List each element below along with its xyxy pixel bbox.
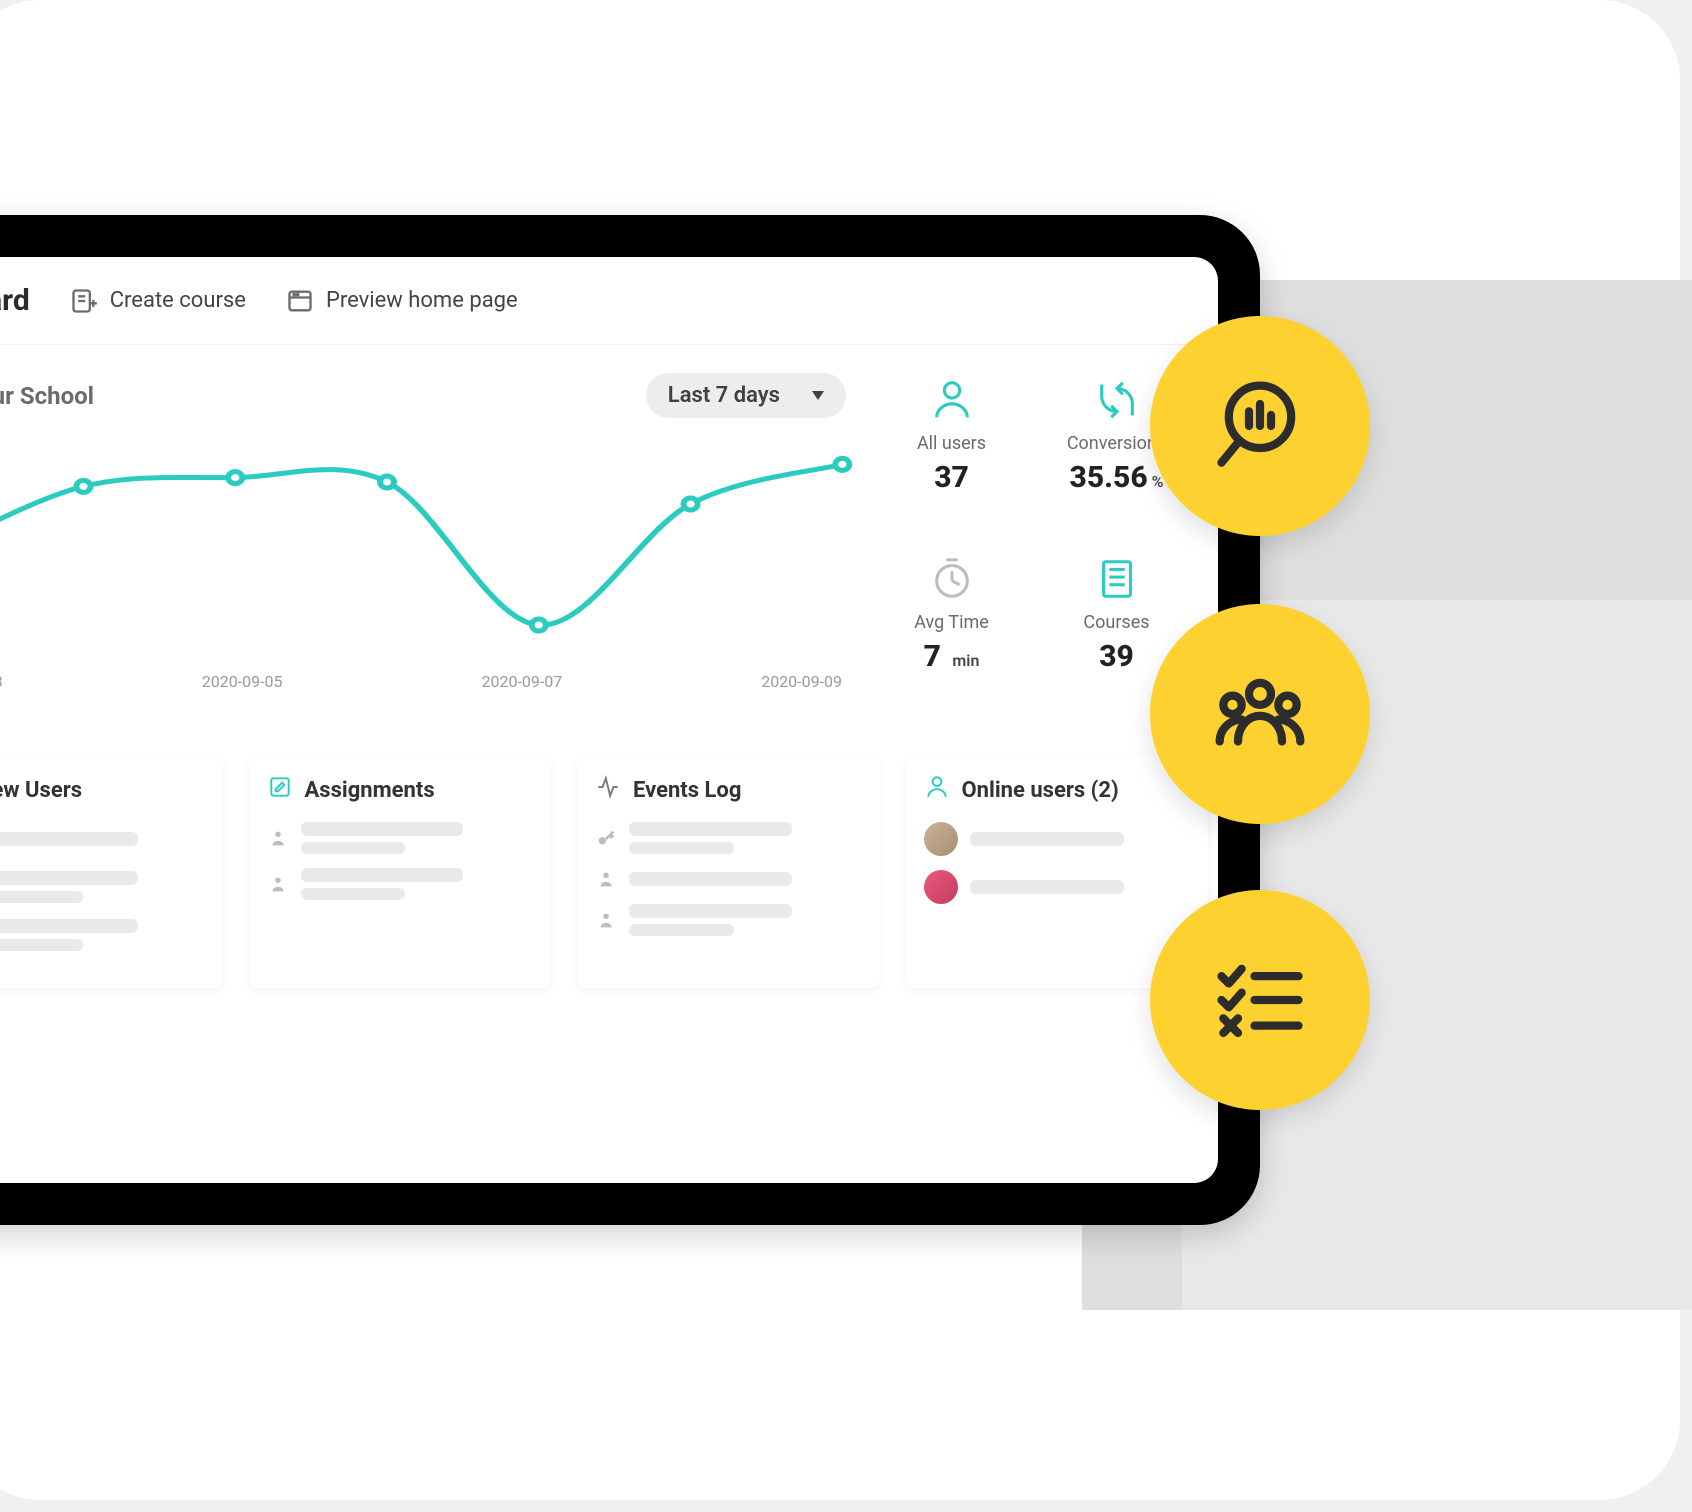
metric-label: Courses bbox=[1039, 612, 1194, 633]
metric-number: 35.56 bbox=[1070, 460, 1148, 495]
metric-label: All users bbox=[874, 433, 1029, 454]
card-header: Online users (2) bbox=[924, 774, 1191, 806]
metrics-grid: All users 37 Conversions 35.56% Avg Time… bbox=[874, 373, 1194, 708]
placeholder-line bbox=[0, 919, 138, 933]
avatar bbox=[924, 870, 958, 904]
list-item[interactable] bbox=[595, 904, 862, 936]
list-item[interactable] bbox=[267, 822, 534, 854]
x-tick-label: 2020-09-09 bbox=[761, 672, 842, 691]
card-header: Events Log bbox=[595, 774, 862, 806]
placeholder-line bbox=[0, 891, 83, 903]
tablet-screen: ashboard Create course Preview home page bbox=[0, 257, 1218, 1183]
card-assignments[interactable]: Assignments bbox=[249, 756, 552, 988]
create-course-icon bbox=[70, 287, 98, 315]
card-title: New Users bbox=[0, 778, 82, 803]
user-icon bbox=[924, 774, 950, 806]
placeholder-line bbox=[301, 822, 464, 836]
x-tick-label: 2020-09-07 bbox=[481, 672, 562, 691]
chart-panel: Your School Last 7 days 2020-09-032020-0… bbox=[0, 373, 854, 708]
metric-value: 7 min bbox=[874, 639, 1029, 674]
list-item[interactable] bbox=[267, 868, 534, 900]
topbar: ashboard Create course Preview home page bbox=[0, 257, 1218, 345]
magnifier-chart-icon bbox=[1205, 371, 1315, 481]
placeholder-line bbox=[629, 872, 792, 886]
card-title: Online users (2) bbox=[962, 778, 1119, 803]
card-header: New Users bbox=[0, 774, 205, 806]
metric-unit: min bbox=[952, 651, 979, 670]
placeholder-line bbox=[0, 939, 83, 951]
placeholder-line bbox=[629, 842, 734, 854]
card-new-users[interactable]: New Users bbox=[0, 756, 223, 988]
chart-wrap: 2020-09-03 2020-09-05 2020-09-07 2020-09-09 bbox=[0, 428, 854, 708]
preview-home-label: Preview home page bbox=[326, 288, 518, 313]
person-icon bbox=[267, 827, 289, 849]
placeholder-line bbox=[970, 880, 1124, 894]
create-course-button[interactable]: Create course bbox=[70, 287, 246, 315]
placeholder-line bbox=[0, 832, 138, 846]
school-title: Your School bbox=[0, 378, 94, 414]
metric-all-users[interactable]: All users 37 bbox=[874, 377, 1029, 530]
metric-number: 7 bbox=[924, 639, 941, 674]
metric-label: Avg Time bbox=[874, 612, 1029, 633]
placeholder-line bbox=[301, 868, 464, 882]
main-row: Your School Last 7 days 2020-09-032020-0… bbox=[0, 345, 1218, 708]
date-range-label: Last 7 days bbox=[668, 383, 780, 408]
checklist-icon bbox=[1205, 945, 1315, 1055]
line-chart bbox=[0, 428, 854, 668]
badge-users bbox=[1150, 604, 1370, 824]
courses-icon bbox=[1039, 556, 1194, 606]
tablet-frame: ashboard Create course Preview home page bbox=[0, 215, 1260, 1225]
list-item[interactable] bbox=[0, 822, 205, 856]
preview-home-icon bbox=[286, 287, 314, 315]
card-header: Assignments bbox=[267, 774, 534, 806]
user-icon bbox=[874, 377, 1029, 427]
list-item[interactable] bbox=[0, 870, 205, 904]
person-icon bbox=[267, 873, 289, 895]
edit-icon bbox=[267, 774, 293, 806]
placeholder-line bbox=[0, 871, 138, 885]
list-item[interactable] bbox=[924, 822, 1191, 856]
x-tick-label: 2020-09-05 bbox=[202, 672, 283, 691]
metric-avg-time[interactable]: Avg Time 7 min bbox=[874, 556, 1029, 709]
list-item[interactable] bbox=[0, 918, 205, 952]
badge-checklist bbox=[1150, 890, 1370, 1110]
users-icon bbox=[1205, 659, 1315, 769]
preview-home-button[interactable]: Preview home page bbox=[286, 287, 518, 315]
placeholder-line bbox=[301, 842, 406, 854]
list-item[interactable] bbox=[924, 870, 1191, 904]
card-title: Events Log bbox=[633, 778, 741, 803]
chart-x-labels: 2020-09-03 2020-09-05 2020-09-07 2020-09-09 bbox=[0, 672, 854, 691]
placeholder-line bbox=[629, 904, 792, 918]
metric-value: 37 bbox=[874, 460, 1029, 495]
placeholder-line bbox=[629, 822, 792, 836]
x-tick-label: 2020-09-03 bbox=[0, 672, 3, 691]
activity-icon bbox=[595, 774, 621, 806]
chevron-down-icon bbox=[812, 391, 824, 400]
cards-row: New Users Assignments Events Log bbox=[0, 756, 1218, 988]
placeholder-line bbox=[301, 888, 406, 900]
school-label: Your School bbox=[0, 382, 94, 410]
clock-icon bbox=[874, 556, 1029, 606]
list-item[interactable] bbox=[595, 822, 862, 854]
list-item[interactable] bbox=[595, 868, 862, 890]
person-icon bbox=[595, 868, 617, 890]
person-icon bbox=[595, 909, 617, 931]
chart-header: Your School Last 7 days bbox=[0, 373, 854, 428]
card-events-log[interactable]: Events Log bbox=[577, 756, 880, 988]
avatar bbox=[924, 822, 958, 856]
key-icon bbox=[595, 827, 617, 849]
page-title: ashboard bbox=[0, 283, 30, 318]
create-course-label: Create course bbox=[110, 288, 246, 313]
card-title: Assignments bbox=[305, 778, 435, 803]
badge-analytics bbox=[1150, 316, 1370, 536]
placeholder-line bbox=[970, 832, 1124, 846]
placeholder-line bbox=[629, 924, 734, 936]
date-range-dropdown[interactable]: Last 7 days bbox=[646, 373, 846, 418]
